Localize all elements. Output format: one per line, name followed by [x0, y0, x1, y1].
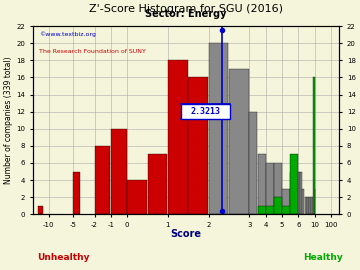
Text: Healthy: Healthy: [303, 253, 343, 262]
Title: Z'-Score Histogram for SGU (2016): Z'-Score Histogram for SGU (2016): [89, 4, 283, 14]
Bar: [282, 189, 290, 214]
Bar: [313, 77, 315, 214]
Bar: [309, 197, 311, 214]
Bar: [188, 77, 208, 214]
Text: The Research Foundation of SUNY: The Research Foundation of SUNY: [39, 49, 145, 54]
Text: 2.3213: 2.3213: [190, 107, 221, 116]
Bar: [274, 197, 282, 214]
Bar: [298, 171, 300, 214]
Bar: [111, 129, 127, 214]
Bar: [95, 146, 111, 214]
Bar: [290, 171, 298, 214]
Bar: [266, 163, 274, 214]
Bar: [311, 197, 312, 214]
Bar: [258, 206, 266, 214]
Text: ©www.textbiz.org: ©www.textbiz.org: [39, 32, 96, 37]
Bar: [229, 69, 249, 214]
Bar: [127, 180, 147, 214]
Bar: [305, 197, 306, 214]
Bar: [302, 189, 305, 214]
Bar: [290, 154, 298, 214]
Bar: [168, 60, 188, 214]
Y-axis label: Number of companies (339 total): Number of companies (339 total): [4, 56, 13, 184]
Bar: [73, 171, 80, 214]
Bar: [274, 163, 282, 214]
FancyBboxPatch shape: [181, 104, 230, 119]
X-axis label: Score: Score: [170, 229, 201, 239]
Bar: [266, 206, 274, 214]
Text: Sector: Energy: Sector: Energy: [145, 9, 227, 19]
Bar: [282, 206, 290, 214]
Bar: [307, 197, 309, 214]
Bar: [249, 112, 257, 214]
Bar: [209, 43, 229, 214]
Bar: [38, 206, 43, 214]
Bar: [258, 154, 266, 214]
Bar: [148, 154, 167, 214]
Bar: [301, 171, 302, 214]
Text: Unhealthy: Unhealthy: [37, 253, 90, 262]
